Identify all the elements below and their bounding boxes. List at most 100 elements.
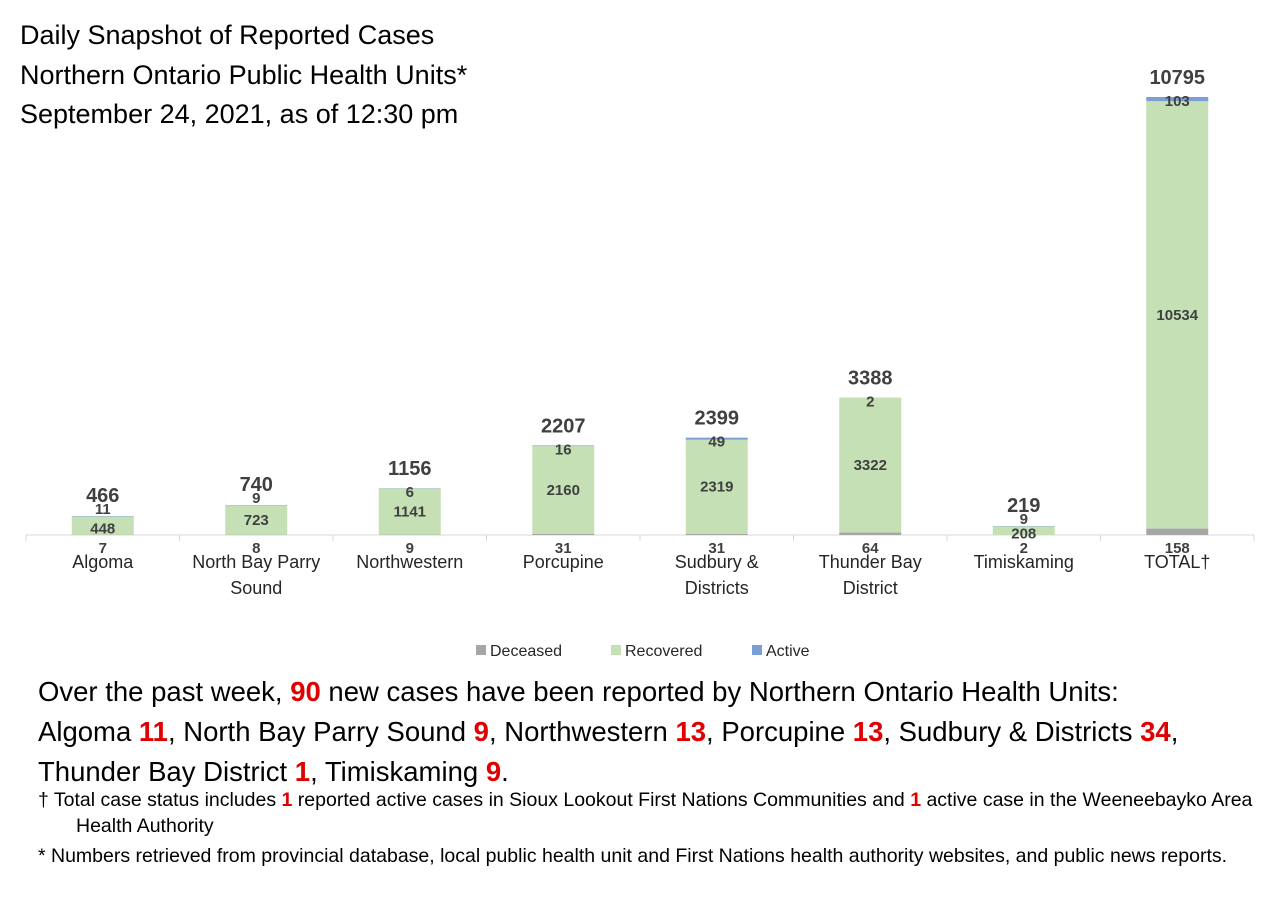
summary-item-value: 34 [1140, 716, 1171, 747]
data-label-deceased: 8 [252, 540, 260, 557]
data-label-deceased: 31 [555, 540, 572, 557]
footnotes: † Total case status includes 1 reported … [38, 787, 1273, 873]
bar-segment-recovered [685, 439, 748, 534]
x-tick-label: Sudbury & [675, 552, 759, 572]
title-line-1: Daily Snapshot of Reported Cases [20, 20, 435, 50]
summary-item-label: North Bay Parry Sound [183, 716, 474, 747]
summary-intro: Over the past week, [38, 676, 291, 707]
bar-segment-deceased [685, 533, 748, 535]
summary-sep: , [706, 716, 722, 747]
summary-sep: , [488, 716, 505, 747]
data-label-total: 740 [240, 474, 273, 496]
title-line-2: Northern Ontario Public Health Units* [20, 59, 468, 90]
data-label-recovered: 10534 [1156, 307, 1198, 324]
bar-segment-active [685, 437, 748, 440]
title-line-3: September 24, 2021, as of 12:30 pm [20, 99, 459, 129]
bar-segment-recovered [378, 488, 441, 535]
data-label-active: 103 [1165, 93, 1190, 110]
x-tick-label: Porcupine [523, 552, 604, 572]
footnote-dagger: † Total case status includes 1 reported … [38, 787, 1273, 839]
data-label-total: 466 [86, 485, 119, 507]
legend-swatch-active [752, 645, 762, 655]
data-label-total: 10795 [1149, 67, 1205, 89]
summary-item-label: Northwestern [504, 716, 676, 747]
bar-segment-deceased [839, 532, 902, 535]
x-tick-label: North Bay Parry [192, 552, 320, 572]
summary-sep: , [1170, 716, 1179, 747]
summary-item-label: Sudbury & Districts [898, 716, 1141, 747]
data-label-active: 2 [866, 394, 874, 411]
data-label-total: 2399 [695, 408, 740, 430]
data-label-recovered: 2319 [700, 479, 733, 496]
data-label-deceased: 2 [1020, 540, 1028, 557]
summary-item-value: 9 [485, 756, 502, 787]
bar-segment-recovered [839, 397, 902, 533]
data-label-recovered: 723 [244, 512, 269, 529]
data-label-deceased: 64 [862, 540, 879, 557]
summary-item-value: 1 [294, 756, 311, 787]
summary-item-value: 11 [138, 716, 168, 747]
x-tick-label: Thunder Bay [819, 552, 922, 572]
footnote-text: † Total case status includes [38, 789, 282, 811]
chart-title: Daily Snapshot of Reported Cases Norther… [20, 16, 467, 135]
legend-swatch-recovered [611, 645, 621, 655]
summary-sep: , [167, 716, 184, 747]
data-label-total: 1156 [388, 458, 431, 480]
summary-item-label: Timiskaming [324, 756, 486, 787]
data-label-recovered: 448 [90, 521, 115, 538]
summary-item-label: Thunder Bay District [38, 756, 295, 787]
footnote-text: active case in the Weeneebayko Area Heal… [76, 789, 1253, 837]
summary-sep: . [501, 756, 509, 787]
data-label-active: 16 [555, 441, 572, 458]
data-label-recovered: 208 [1011, 526, 1036, 543]
bar-segment-recovered [1146, 101, 1209, 529]
bar-segment-recovered [225, 505, 288, 535]
footnote-star: * Numbers retrieved from provincial data… [38, 845, 1228, 867]
footnote-number: 1 [910, 789, 922, 811]
legend-label-deceased: Deceased [490, 643, 562, 660]
data-label-active: 11 [95, 501, 111, 518]
legend-label-active: Active [766, 643, 810, 660]
x-tick-label: TOTAL† [1144, 552, 1210, 572]
footnote-text: reported active cases in Sioux Lookout F… [292, 789, 911, 811]
summary-item-label: Algoma [38, 716, 139, 747]
data-label-recovered: 1141 [393, 503, 426, 520]
data-label-total: 3388 [848, 368, 893, 390]
summary-sep: , [883, 716, 899, 747]
data-label-recovered: 2160 [547, 482, 580, 499]
weekly-summary: Over the past week, 90 new cases have be… [38, 672, 1273, 792]
x-tick-label: Sound [230, 578, 282, 598]
summary-sep: , [310, 756, 325, 787]
data-label-deceased: 31 [708, 540, 725, 557]
legend-swatch-deceased [476, 645, 486, 655]
bar-segment-recovered [992, 526, 1055, 535]
data-label-total: 2207 [541, 415, 586, 437]
x-tick-label: District [843, 578, 898, 598]
summary-total-new: 90 [290, 676, 321, 707]
bar-segment-deceased [1146, 528, 1209, 535]
summary-item-label: Porcupine [721, 716, 853, 747]
data-label-active: 9 [252, 490, 260, 507]
data-label-active: 49 [708, 434, 725, 451]
bar-segment-recovered [532, 446, 595, 534]
data-label-deceased: 9 [406, 540, 414, 557]
data-label-total: 219 [1007, 495, 1040, 517]
x-tick-label: Timiskaming [974, 552, 1074, 572]
summary-intro-2: new cases have been reported by Northern… [320, 676, 1119, 707]
x-tick-label: Districts [685, 578, 749, 598]
data-label-active: 6 [406, 484, 414, 501]
legend-label-recovered: Recovered [625, 643, 702, 660]
summary-item-value: 13 [675, 716, 707, 747]
summary-item-value: 9 [473, 716, 489, 747]
data-label-active: 9 [1020, 511, 1028, 528]
data-label-deceased: 158 [1165, 540, 1190, 557]
footnote-number: 1 [281, 789, 293, 811]
bar-segment-active [1146, 97, 1209, 102]
x-tick-label: Northwestern [356, 552, 463, 572]
bar-segment-recovered [71, 516, 134, 535]
bar-segment-active [532, 445, 595, 447]
data-label-recovered: 3322 [854, 457, 887, 474]
summary-item-value: 13 [852, 716, 884, 747]
x-tick-label: Algoma [72, 552, 134, 572]
